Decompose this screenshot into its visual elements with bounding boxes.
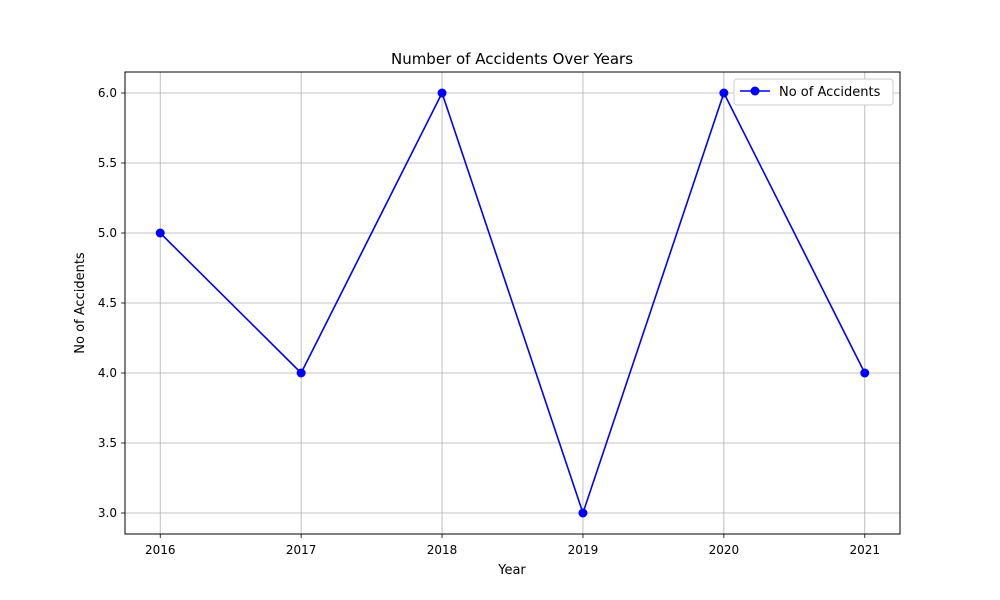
data-point [296, 368, 306, 378]
y-axis-label: No of Accidents [73, 252, 88, 354]
legend-box [733, 78, 894, 106]
series-layer [155, 88, 870, 518]
y-tick-label: 5.5 [98, 156, 117, 170]
x-tick-label: 2019 [568, 543, 599, 557]
y-tick-label: 4.5 [98, 296, 117, 310]
data-point [860, 368, 870, 378]
data-point [155, 228, 165, 238]
y-tick-label: 6.0 [98, 86, 117, 100]
y-tick-label: 3.5 [98, 436, 117, 450]
chart-title: Number of Accidents Over Years [391, 50, 633, 68]
x-tick-label: 2020 [709, 543, 740, 557]
series-line [159, 90, 866, 516]
legend-label: No of Accidents [779, 85, 881, 100]
data-point [719, 88, 729, 98]
data-point [437, 88, 447, 98]
x-tick-label: 2021 [849, 543, 880, 557]
x-tick-label: 2017 [286, 543, 317, 557]
y-tick-label: 3.0 [98, 506, 117, 520]
data-point [578, 508, 588, 518]
x-tick-label: 2016 [145, 543, 176, 557]
x-axis-label: Year [497, 563, 526, 578]
legend-marker [750, 86, 760, 96]
x-axis-ticks: 2016 2017 2018 2019 2020 2021 [145, 534, 880, 557]
legend: No of Accidents [733, 78, 894, 106]
y-axis-ticks: 3.0 3.5 4.0 4.5 5.0 5.5 6.0 [98, 86, 125, 520]
y-tick-label: 4.0 [98, 366, 117, 380]
y-tick-label: 5.0 [98, 226, 117, 240]
x-tick-label: 2018 [427, 543, 458, 557]
